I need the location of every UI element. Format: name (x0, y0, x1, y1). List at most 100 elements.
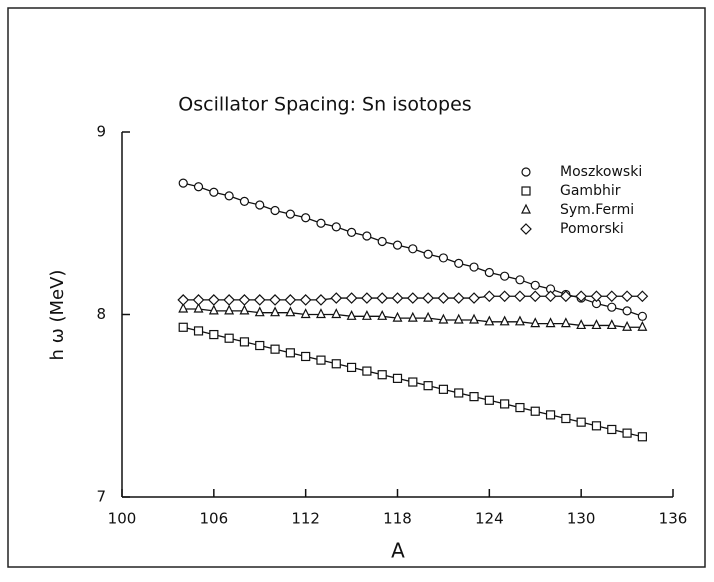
point (469, 313, 479, 324)
point (408, 244, 418, 254)
point (591, 319, 602, 330)
legend-label: Moszkowski (560, 164, 642, 180)
point (253, 294, 266, 306)
point (484, 315, 495, 326)
point (377, 370, 387, 380)
point (515, 275, 525, 285)
point (576, 417, 586, 427)
point (530, 280, 540, 290)
point (622, 320, 633, 331)
point (591, 421, 602, 431)
point (622, 428, 632, 438)
point (207, 294, 220, 306)
point (529, 290, 542, 303)
point (500, 399, 510, 409)
point (637, 311, 647, 321)
point (545, 317, 556, 328)
point (208, 304, 219, 315)
legend-marker (521, 167, 531, 177)
y-tick-label: 9 (96, 123, 106, 141)
point (362, 231, 372, 241)
point (224, 191, 234, 201)
point (330, 292, 343, 304)
point (209, 329, 219, 340)
point (544, 290, 557, 303)
legend-label: Pomorski (560, 221, 624, 237)
point (392, 373, 403, 383)
point (499, 315, 510, 326)
point (316, 308, 326, 319)
point (484, 267, 494, 278)
point (484, 395, 494, 405)
point (316, 355, 326, 365)
point (238, 294, 251, 306)
point (331, 222, 341, 232)
point (209, 187, 219, 197)
point (270, 205, 280, 216)
x-tick-label: 100 (108, 510, 137, 528)
point (361, 309, 372, 320)
frame (7, 7, 706, 568)
point (453, 313, 464, 324)
point (285, 209, 295, 219)
point (377, 309, 388, 320)
point (407, 311, 418, 322)
legend-marker (520, 223, 532, 235)
point (408, 377, 418, 387)
point (560, 317, 571, 328)
point (438, 253, 449, 263)
point (377, 236, 387, 247)
point (438, 384, 449, 394)
point (224, 304, 235, 315)
point (301, 351, 311, 362)
legend-marker (521, 186, 531, 196)
point (498, 290, 511, 303)
point (255, 200, 265, 210)
point (607, 424, 617, 435)
point (270, 306, 281, 317)
point (636, 290, 649, 303)
point (178, 302, 189, 313)
point (346, 227, 357, 237)
x-tick-label: 106 (200, 510, 229, 528)
point (193, 326, 204, 336)
point (500, 271, 510, 281)
point (423, 249, 433, 259)
point (285, 306, 296, 317)
point (361, 292, 373, 304)
point (606, 319, 617, 330)
point (607, 302, 617, 312)
legend-label: Sym.Fermi (560, 202, 634, 218)
point (454, 388, 464, 398)
y-axis-label: h ω (MeV) (47, 270, 68, 361)
point (239, 337, 250, 347)
point (392, 240, 403, 250)
point (605, 290, 618, 303)
point (376, 292, 389, 304)
point (637, 432, 647, 442)
point (346, 362, 357, 373)
point (316, 218, 326, 228)
point (468, 292, 480, 304)
point (177, 294, 190, 306)
x-tick-label: 118 (383, 510, 412, 528)
point (575, 290, 588, 303)
point (530, 317, 541, 328)
x-axis-label: A (391, 539, 405, 563)
y-tick-label: 7 (96, 488, 106, 506)
point (299, 294, 312, 306)
point (423, 311, 434, 322)
point (590, 290, 603, 303)
point (514, 290, 526, 303)
point (423, 381, 433, 391)
point (560, 290, 572, 303)
point (301, 213, 311, 223)
point (515, 402, 525, 413)
point (422, 292, 434, 304)
point (576, 319, 587, 330)
point (392, 311, 403, 322)
point (622, 306, 632, 316)
point (284, 294, 297, 306)
point (545, 410, 556, 420)
